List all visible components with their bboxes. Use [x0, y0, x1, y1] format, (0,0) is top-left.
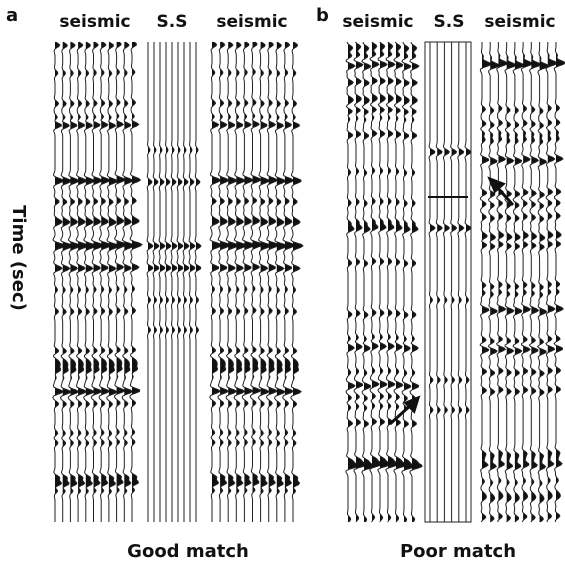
trace-fill: [160, 42, 165, 522]
trace-fill: [55, 42, 65, 522]
axis-label: Time (sec): [8, 205, 29, 311]
trace: [171, 42, 177, 522]
trace-fill: [172, 42, 177, 522]
trace-fill: [444, 42, 449, 522]
column-header: seismic: [484, 12, 555, 32]
trace-fill: [196, 42, 201, 522]
trace-fill: [63, 42, 73, 522]
column-header: S.S: [157, 12, 188, 32]
trace: [443, 42, 449, 522]
trace: [153, 42, 159, 522]
trace: [291, 42, 303, 522]
trace: [130, 42, 142, 522]
column-header: S.S: [434, 12, 465, 32]
trace-fill: [430, 42, 435, 522]
trace-fill: [178, 42, 183, 522]
trace: [429, 42, 435, 522]
trace: [177, 42, 183, 522]
trace: [458, 42, 464, 522]
trace-fill: [190, 42, 195, 522]
trace-fill: [437, 42, 442, 522]
ss-frame: [425, 42, 471, 522]
column-header: seismic: [342, 12, 413, 32]
column-header: seismic: [59, 12, 130, 32]
trace-fill: [459, 42, 464, 522]
trace: [436, 42, 442, 522]
caption: Poor match: [400, 541, 516, 562]
trace: [410, 42, 422, 522]
arrow-head: [490, 179, 503, 191]
trace: [165, 42, 171, 522]
trace: [465, 42, 471, 522]
trace: [451, 42, 457, 522]
trace: [147, 42, 153, 522]
trace-fill: [466, 42, 471, 522]
trace: [159, 42, 165, 522]
trace-fill: [154, 42, 159, 522]
trace-fill: [166, 42, 171, 522]
column-header: seismic: [216, 12, 287, 32]
figure: a seismic S.S seismic b seismic S.S seis…: [0, 0, 565, 565]
trace-fill: [452, 42, 457, 522]
panel-label: a: [6, 5, 18, 26]
trace: [189, 42, 195, 522]
trace: [183, 42, 189, 522]
trace: [195, 42, 201, 522]
trace: [554, 42, 565, 522]
trace-fill: [148, 42, 153, 522]
trace-fill: [293, 42, 303, 522]
panel-label: b: [316, 5, 329, 26]
traces: [53, 42, 565, 522]
caption: Good match: [127, 541, 249, 562]
trace-fill: [184, 42, 189, 522]
